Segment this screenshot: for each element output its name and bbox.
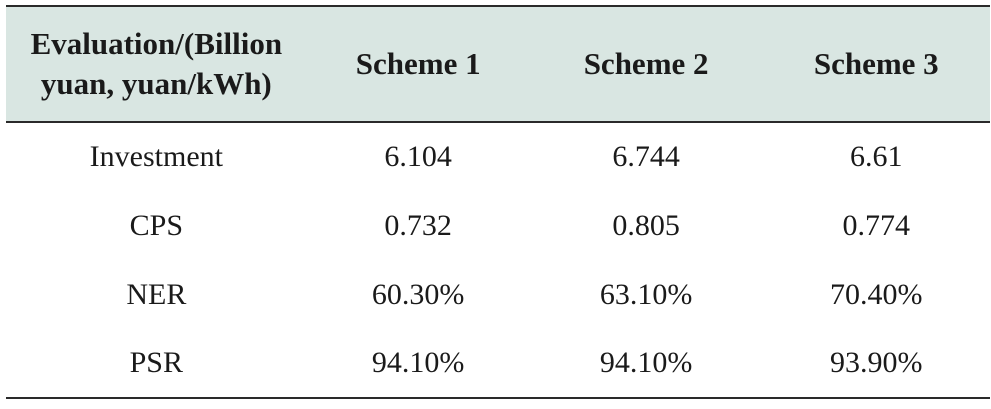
evaluation-table: Evaluation/(Billion yuan, yuan/kWh) Sche… <box>6 5 990 399</box>
cell-value: 0.805 <box>612 208 680 242</box>
cell-value: 6.61 <box>850 140 903 173</box>
table-row: CPS 0.732 0.805 0.774 <box>6 191 990 260</box>
table-row: Investment 6.104 6.744 6.61 <box>6 122 990 191</box>
cell-value: 60.30% <box>371 277 465 311</box>
cell-value: 0.732 <box>384 208 452 242</box>
row-label: CPS <box>129 208 184 242</box>
row-label: Investment <box>89 140 223 173</box>
cell-value: 0.774 <box>842 208 911 242</box>
header-scheme-3: Scheme 3 <box>813 46 939 81</box>
evaluation-table-container: Evaluation/(Billion yuan, yuan/kWh) Sche… <box>6 5 990 399</box>
cell-value: 6.104 <box>384 140 452 173</box>
cell-value: 63.10% <box>599 277 693 311</box>
table-row: NER 60.30% 63.10% 70.40% <box>6 260 990 329</box>
cell-value: 93.90% <box>830 346 923 379</box>
header-evaluation: Evaluation/(Billion yuan, yuan/kWh) <box>6 6 307 122</box>
row-label: NER <box>126 277 187 311</box>
table-body: Investment 6.104 6.744 6.61 CPS 0.732 0.… <box>6 122 990 398</box>
cell-value: 94.10% <box>599 346 693 379</box>
row-label: PSR <box>129 346 184 379</box>
table-row: PSR 94.10% 94.10% 93.90% <box>6 329 990 398</box>
header-evaluation-line2: yuan, yuan/kWh) <box>40 66 272 101</box>
cell-value: 6.744 <box>612 140 680 173</box>
header-scheme-2: Scheme 2 <box>583 46 709 81</box>
cell-value: 94.10% <box>371 346 465 379</box>
header-row: Evaluation/(Billion yuan, yuan/kWh) Sche… <box>6 6 990 122</box>
cell-value: 70.40% <box>830 277 923 311</box>
header-scheme-1: Scheme 1 <box>355 46 481 81</box>
header-evaluation-line1: Evaluation/(Billion <box>30 26 283 61</box>
table-header: Evaluation/(Billion yuan, yuan/kWh) Sche… <box>6 6 990 122</box>
